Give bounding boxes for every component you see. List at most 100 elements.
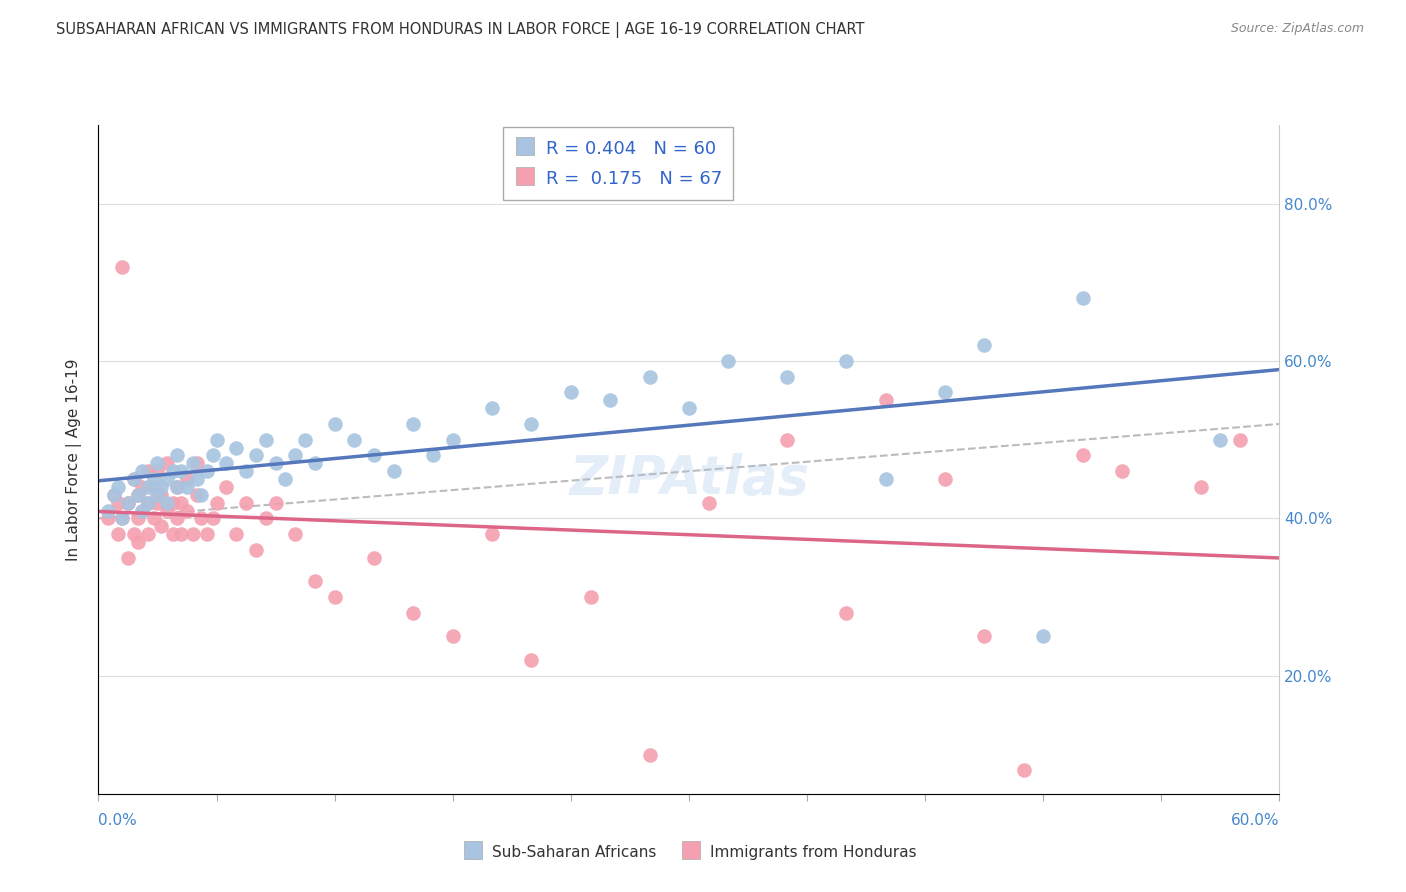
- Point: [264, 456, 287, 470]
- Point: [156, 472, 179, 486]
- Point: [1189, 480, 1212, 494]
- Point: [520, 653, 543, 667]
- Point: [181, 456, 204, 470]
- Point: [162, 527, 184, 541]
- Point: [122, 472, 145, 486]
- Point: [1111, 464, 1133, 478]
- Point: [284, 527, 307, 541]
- Text: SUBSAHARAN AFRICAN VS IMMIGRANTS FROM HONDURAS IN LABOR FORCE | AGE 16-19 CORREL: SUBSAHARAN AFRICAN VS IMMIGRANTS FROM HO…: [56, 22, 865, 38]
- Point: [162, 464, 184, 478]
- Point: [638, 369, 661, 384]
- Point: [111, 260, 134, 274]
- Point: [117, 496, 139, 510]
- Point: [190, 511, 212, 525]
- Point: [166, 480, 188, 494]
- Point: [117, 496, 139, 510]
- Point: [162, 496, 184, 510]
- Point: [363, 550, 385, 565]
- Point: [973, 630, 995, 644]
- Point: [195, 464, 218, 478]
- Point: [136, 496, 159, 510]
- Point: [107, 496, 129, 510]
- Point: [225, 527, 247, 541]
- Legend: Sub-Saharan Africans, Immigrants from Honduras: Sub-Saharan Africans, Immigrants from Ho…: [456, 837, 922, 866]
- Point: [776, 433, 799, 447]
- Point: [136, 464, 159, 478]
- Point: [934, 472, 956, 486]
- Point: [103, 488, 125, 502]
- Point: [520, 417, 543, 431]
- Point: [195, 527, 218, 541]
- Point: [127, 511, 149, 525]
- Point: [131, 503, 153, 517]
- Point: [201, 511, 224, 525]
- Point: [441, 630, 464, 644]
- Point: [136, 496, 159, 510]
- Point: [97, 503, 120, 517]
- Point: [875, 393, 897, 408]
- Point: [776, 369, 799, 384]
- Point: [166, 480, 188, 494]
- Point: [835, 606, 858, 620]
- Point: [111, 511, 134, 525]
- Point: [186, 488, 208, 502]
- Point: [122, 527, 145, 541]
- Point: [1032, 630, 1054, 644]
- Point: [170, 527, 193, 541]
- Point: [579, 590, 602, 604]
- Point: [146, 496, 169, 510]
- Point: [215, 456, 238, 470]
- Point: [205, 496, 228, 510]
- Point: [323, 417, 346, 431]
- Point: [142, 480, 165, 494]
- Point: [103, 488, 125, 502]
- Point: [166, 511, 188, 525]
- Point: [150, 480, 173, 494]
- Text: Source: ZipAtlas.com: Source: ZipAtlas.com: [1230, 22, 1364, 36]
- Point: [215, 480, 238, 494]
- Point: [294, 433, 316, 447]
- Point: [142, 472, 165, 486]
- Point: [973, 338, 995, 352]
- Text: ZIPAtlas: ZIPAtlas: [569, 453, 808, 506]
- Point: [131, 480, 153, 494]
- Point: [205, 433, 228, 447]
- Point: [131, 464, 153, 478]
- Point: [142, 511, 165, 525]
- Text: 60.0%: 60.0%: [1232, 814, 1279, 828]
- Point: [176, 480, 198, 494]
- Point: [190, 488, 212, 502]
- Point: [481, 401, 503, 416]
- Point: [136, 527, 159, 541]
- Point: [235, 464, 257, 478]
- Point: [136, 480, 159, 494]
- Point: [264, 496, 287, 510]
- Point: [245, 449, 267, 463]
- Point: [107, 527, 129, 541]
- Point: [146, 464, 169, 478]
- Point: [1071, 449, 1094, 463]
- Point: [1012, 764, 1035, 778]
- Point: [181, 527, 204, 541]
- Point: [170, 496, 193, 510]
- Point: [117, 550, 139, 565]
- Y-axis label: In Labor Force | Age 16-19: In Labor Force | Age 16-19: [66, 358, 83, 561]
- Point: [156, 503, 179, 517]
- Point: [422, 449, 444, 463]
- Point: [560, 385, 582, 400]
- Point: [186, 456, 208, 470]
- Point: [156, 456, 179, 470]
- Point: [835, 354, 858, 368]
- Point: [146, 456, 169, 470]
- Point: [97, 511, 120, 525]
- Point: [150, 519, 173, 533]
- Point: [254, 433, 277, 447]
- Point: [274, 472, 297, 486]
- Point: [304, 456, 326, 470]
- Point: [382, 464, 405, 478]
- Point: [107, 480, 129, 494]
- Point: [678, 401, 700, 416]
- Point: [284, 449, 307, 463]
- Point: [176, 472, 198, 486]
- Point: [717, 354, 740, 368]
